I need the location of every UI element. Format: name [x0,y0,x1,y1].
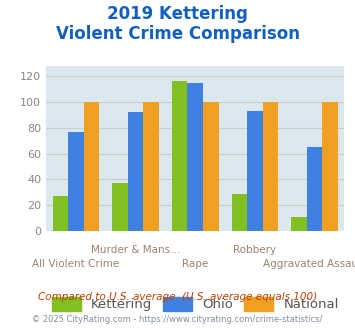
Text: © 2025 CityRating.com - https://www.cityrating.com/crime-statistics/: © 2025 CityRating.com - https://www.city… [32,315,323,324]
Text: All Violent Crime: All Violent Crime [32,259,120,269]
Bar [172,82,187,231]
Text: Murder & Mans...: Murder & Mans... [91,245,180,255]
Bar [203,102,219,231]
Bar [291,217,307,231]
Text: 2019 Kettering: 2019 Kettering [107,5,248,23]
Bar [143,102,159,231]
Bar [128,113,143,231]
Bar [84,102,99,231]
Bar [263,102,278,231]
Text: Robbery: Robbery [233,245,277,255]
Bar [53,196,68,231]
Legend: Kettering, Ohio, National: Kettering, Ohio, National [51,297,339,311]
Bar [247,111,263,231]
Text: Compared to U.S. average. (U.S. average equals 100): Compared to U.S. average. (U.S. average … [38,292,317,302]
Bar [187,83,203,231]
Text: Violent Crime Comparison: Violent Crime Comparison [55,25,300,43]
Bar [307,147,322,231]
Bar [68,132,84,231]
Bar [231,194,247,231]
Bar [322,102,338,231]
Text: Aggravated Assault: Aggravated Assault [263,259,355,269]
Bar [112,183,128,231]
Text: Rape: Rape [182,259,208,269]
